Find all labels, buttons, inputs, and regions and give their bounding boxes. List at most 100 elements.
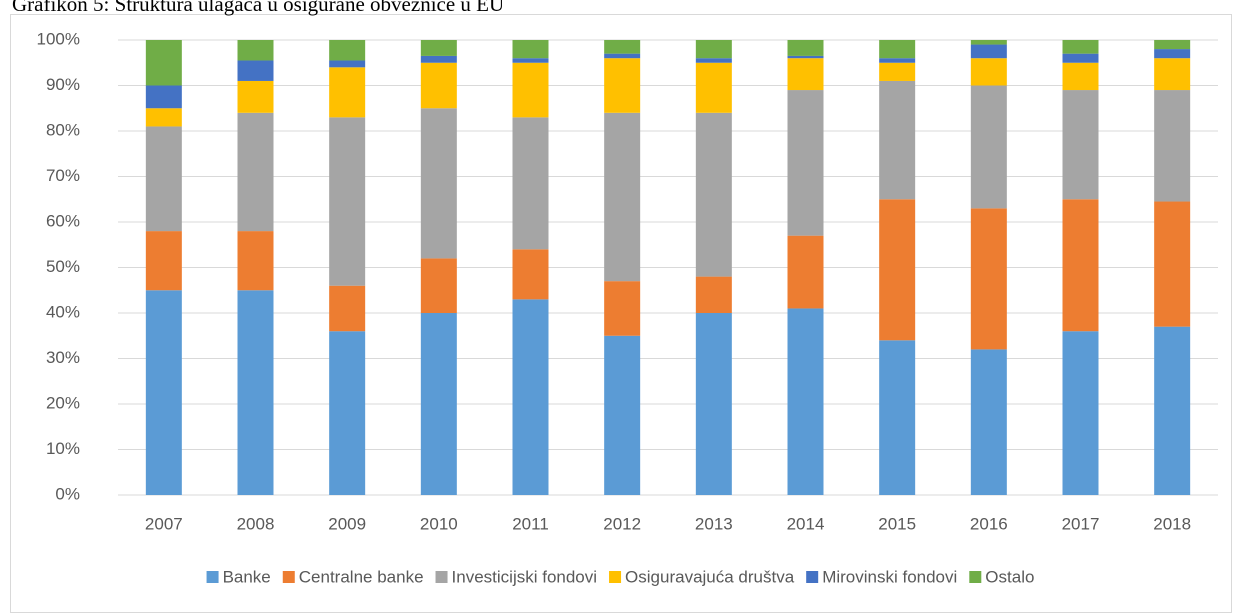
bar-segment <box>604 40 641 54</box>
bar-segment <box>420 55 457 63</box>
bar-segment <box>1154 326 1191 495</box>
bar-segment <box>970 349 1007 495</box>
bar-segment <box>787 90 824 236</box>
bar-segment <box>695 62 732 113</box>
y-tick-label: 30% <box>46 348 80 367</box>
bar-segment <box>420 258 457 313</box>
bar-segment <box>879 62 916 81</box>
bar-segment <box>1062 199 1099 332</box>
bar-segment <box>1154 201 1191 327</box>
bar-segment <box>1154 58 1191 91</box>
x-tick-label: 2007 <box>145 514 183 533</box>
x-tick-label: 2008 <box>237 514 275 533</box>
bar-segment <box>879 80 916 200</box>
bar-segment <box>1062 40 1099 54</box>
bar-segment <box>512 58 549 63</box>
bar-segment <box>237 290 274 495</box>
bar-segment <box>329 117 366 286</box>
bar-segment <box>1062 53 1099 63</box>
bar-segment <box>237 231 274 291</box>
bar-segment <box>329 60 366 68</box>
legend-swatch <box>609 571 622 583</box>
bar-segment <box>237 40 274 61</box>
chart-frame <box>10 14 1232 613</box>
bar-segment <box>145 40 182 86</box>
bar-segment <box>695 313 732 495</box>
bar-segment <box>604 281 641 336</box>
bar-segment <box>695 58 732 63</box>
bar-segment <box>604 335 641 495</box>
bar-segment <box>787 308 824 495</box>
x-tick-label: 2017 <box>1062 514 1100 533</box>
bar-segment <box>420 108 457 259</box>
bar-segment <box>420 313 457 495</box>
bar-segment <box>695 276 732 313</box>
y-tick-label: 20% <box>46 393 80 412</box>
bar-segment <box>145 290 182 495</box>
bar-segment <box>1154 40 1191 50</box>
bar-segment <box>604 53 641 59</box>
y-tick-label: 100% <box>37 29 80 48</box>
bar-segment <box>970 58 1007 86</box>
bar-segment <box>970 44 1007 59</box>
bar-segment <box>329 67 366 118</box>
bar-segment <box>695 112 732 277</box>
bar-segment <box>512 40 549 59</box>
y-tick-label: 80% <box>46 120 80 139</box>
bar-segment <box>879 40 916 59</box>
bar-segment <box>787 40 824 56</box>
bar-segment <box>787 55 824 59</box>
x-tick-label: 2011 <box>512 514 549 533</box>
legend-swatch <box>806 571 819 583</box>
bar-segment <box>879 199 916 341</box>
bar-segment <box>237 80 274 113</box>
bar-segment <box>879 58 916 63</box>
x-tick-label: 2014 <box>787 514 825 533</box>
legend-swatch <box>435 571 448 583</box>
bar-segment <box>237 112 274 232</box>
legend-swatch <box>206 571 219 583</box>
legend-label: Osiguravajuća društva <box>625 567 795 586</box>
x-tick-label: 2018 <box>1153 514 1191 533</box>
bar-segment <box>787 58 824 91</box>
bar-segment <box>1154 49 1191 59</box>
bar-segment <box>879 340 916 495</box>
bar-segment <box>145 231 182 291</box>
bar-segment <box>787 235 824 309</box>
legend-label: Centralne banke <box>299 567 424 586</box>
bar-segment <box>695 40 732 59</box>
bar-segment <box>512 62 549 118</box>
bar-segment <box>420 40 457 56</box>
bar-segment <box>604 112 641 282</box>
legend-label: Banke <box>223 567 271 586</box>
bar-segment <box>329 285 366 332</box>
x-tick-label: 2012 <box>603 514 641 533</box>
legend-label: Investicijski fondovi <box>452 567 598 586</box>
y-tick-label: 10% <box>46 439 80 458</box>
bar-segment <box>420 62 457 109</box>
bar-segment <box>512 117 549 250</box>
x-tick-label: 2015 <box>878 514 916 533</box>
y-tick-label: 40% <box>46 302 80 321</box>
bar-segment <box>145 108 182 127</box>
x-tick-label: 2013 <box>695 514 733 533</box>
bar-segment <box>145 85 182 109</box>
bar-segment <box>604 58 641 113</box>
bar-segment <box>1062 331 1099 495</box>
y-tick-label: 60% <box>46 211 80 230</box>
y-tick-label: 0% <box>55 484 80 503</box>
x-tick-label: 2009 <box>328 514 366 533</box>
bar-segment <box>329 40 366 61</box>
legend-swatch <box>969 571 982 583</box>
bar-segment <box>512 249 549 300</box>
bar-segment <box>970 85 1007 209</box>
bar-segment <box>970 208 1007 350</box>
y-tick-label: 90% <box>46 75 80 94</box>
legend-label: Mirovinski fondovi <box>822 567 957 586</box>
y-tick-label: 70% <box>46 166 80 185</box>
bar-segment <box>1154 90 1191 202</box>
legend-label: Ostalo <box>985 567 1034 586</box>
bar-segment <box>145 126 182 232</box>
chart-title: Grafikon 5: Struktura ulagača u osiguran… <box>12 0 504 16</box>
